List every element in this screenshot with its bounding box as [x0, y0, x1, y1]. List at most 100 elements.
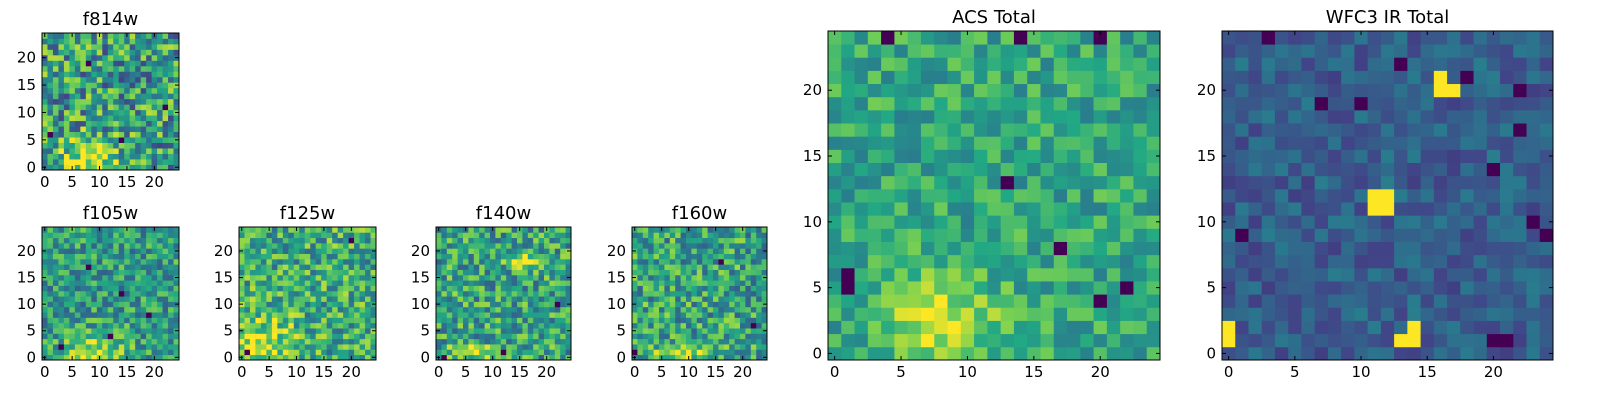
heatmap-cell [157, 33, 163, 39]
heatmap-cell [463, 333, 469, 340]
heatmap-cell [260, 290, 267, 297]
heatmap-cell [538, 285, 545, 292]
heatmap-cell [1120, 294, 1134, 308]
heatmap-cell [69, 54, 76, 61]
heatmap-cell [756, 344, 762, 350]
heatmap-cell [1513, 70, 1527, 85]
heatmap-cell [1380, 228, 1395, 242]
heatmap-cell [124, 322, 131, 329]
heatmap-cell [560, 290, 566, 297]
heatmap-cell [729, 290, 735, 297]
heatmap-cell [500, 285, 507, 292]
heatmap-cell [987, 294, 1002, 308]
heatmap-cell [544, 349, 550, 356]
heatmap-cell [1027, 188, 1041, 203]
heatmap-cell [1000, 215, 1015, 229]
heatmap-cell [1301, 123, 1316, 137]
heatmap-cell [96, 237, 103, 244]
heatmap-cell [52, 258, 59, 265]
heatmap-cell [321, 269, 328, 276]
heatmap-cell [473, 349, 480, 356]
heatmap-cell [80, 285, 87, 292]
heatmap-cell [653, 344, 660, 350]
heatmap-cell [146, 306, 152, 313]
heatmap-cell [538, 253, 545, 260]
heatmap-cell [648, 354, 654, 361]
heatmap-cell [42, 104, 48, 111]
heatmap-cell [1274, 294, 1289, 308]
heatmap-cell [484, 328, 491, 334]
heatmap-cell [1222, 281, 1236, 295]
heatmap-cell [107, 349, 114, 356]
heatmap-cell [653, 349, 660, 356]
heatmap-cell [960, 44, 975, 58]
heatmap-cell [288, 248, 295, 254]
heatmap-cell [1314, 70, 1329, 85]
heatmap-cell [315, 269, 322, 276]
heatmap-cell [332, 349, 339, 356]
heatmap-cell [750, 306, 757, 313]
heatmap-cell [675, 349, 681, 356]
heatmap-cell [365, 322, 371, 329]
heatmap-cell [168, 322, 174, 329]
heatmap-cell [484, 232, 491, 239]
heatmap-cell [723, 237, 730, 244]
heatmap-cell [85, 322, 92, 329]
heatmap-cell [326, 285, 333, 292]
heatmap-cell [146, 349, 152, 356]
heatmap-cell [756, 258, 762, 265]
heatmap-cell [91, 71, 98, 78]
heatmap-cell [686, 338, 692, 345]
heatmap-cell [47, 104, 54, 111]
heatmap-cell [1013, 281, 1028, 295]
heatmap-cell [337, 258, 344, 265]
heatmap-cell [1486, 254, 1501, 269]
heatmap-cell [135, 242, 142, 249]
heatmap-cell [80, 312, 87, 318]
heatmap-cell [343, 280, 349, 286]
heatmap-cell [560, 301, 566, 308]
heatmap-cell [881, 228, 895, 242]
heatmap-cell [1235, 175, 1249, 190]
heatmap-cell [85, 242, 92, 249]
heatmap-cell [517, 264, 523, 270]
heatmap-cell [135, 76, 142, 83]
heatmap-cell [506, 354, 512, 361]
heatmap-cell [168, 328, 174, 334]
y-tick-label: 10 [803, 213, 822, 231]
heatmap-cell [249, 280, 256, 286]
heatmap-cell [1394, 96, 1408, 111]
heatmap-cell [359, 312, 366, 318]
heatmap-cell [441, 317, 448, 324]
heatmap-cell [452, 354, 458, 361]
heatmap-cell [484, 338, 491, 345]
heatmap-cell [85, 93, 92, 100]
heatmap-cell [173, 242, 180, 249]
heatmap-cell [457, 269, 464, 276]
heatmap-cell [102, 54, 109, 61]
heatmap-cell [354, 296, 360, 302]
heatmap-cell [58, 280, 65, 286]
heatmap-cell [168, 344, 174, 350]
heatmap-cell [974, 123, 988, 137]
heatmap-cell [354, 354, 360, 361]
heatmap-cell [691, 264, 698, 270]
heatmap-cell [533, 280, 539, 286]
heatmap-cell [1380, 241, 1395, 256]
heatmap-cell [761, 317, 768, 324]
heatmap-cell [58, 285, 65, 292]
heatmap-cell [517, 253, 523, 260]
heatmap-cell [277, 290, 284, 297]
heatmap-cell [1080, 188, 1094, 203]
heatmap-cell [102, 237, 109, 244]
heatmap-cell [146, 153, 152, 160]
heatmap-cell [686, 333, 692, 340]
heatmap-cell [113, 258, 120, 265]
heatmap-cell [713, 264, 719, 270]
heatmap-cell [337, 333, 344, 340]
heatmap-cell [168, 280, 174, 286]
heatmap-cell [168, 301, 174, 308]
heatmap-cell [1080, 228, 1094, 242]
heatmap-cell [91, 296, 98, 302]
